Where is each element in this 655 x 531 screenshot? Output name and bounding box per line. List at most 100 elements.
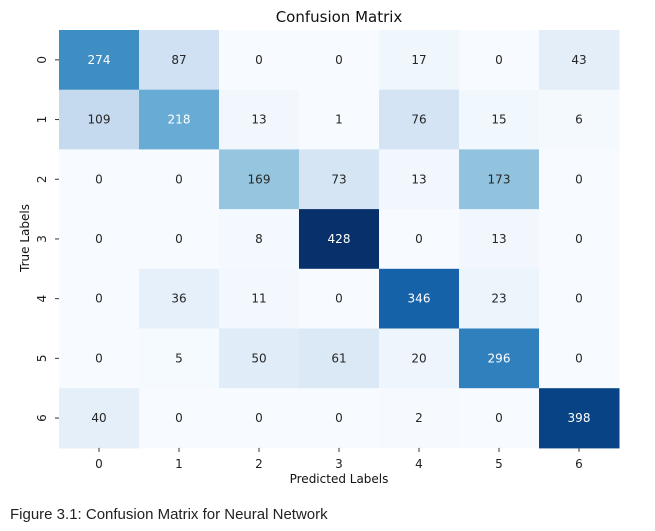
cell-value-label: 0 [335, 292, 343, 306]
heatmap-cell [59, 328, 140, 389]
x-tick-label: 4 [415, 457, 423, 471]
heatmap-cell [539, 89, 620, 150]
x-axis-label: Predicted Labels [290, 472, 389, 486]
x-axis-ticks: 0 1 2 3 4 5 6 [95, 447, 583, 471]
heatmap-cell [59, 268, 140, 329]
cell-value-label: 0 [255, 53, 263, 67]
y-tick-label: 6 [35, 414, 49, 422]
heatmap-cell-labels: 274 87 0 0 17 0 43 109 218 13 1 76 15 6 0 0 169 73 13 173 0 0… [88, 53, 591, 425]
cell-value-label: 87 [171, 53, 186, 67]
cell-value-label: 0 [575, 351, 583, 365]
y-tick-label: 3 [35, 235, 49, 243]
cell-value-label: 13 [491, 232, 506, 246]
heatmap-cell [539, 328, 620, 389]
cell-value-label: 5 [175, 351, 183, 365]
heatmap-cell [299, 268, 380, 329]
x-tick-label: 2 [255, 457, 263, 471]
heatmap-cell [219, 149, 300, 210]
heatmap-cells [59, 30, 620, 449]
heatmap-cell [139, 30, 220, 91]
heatmap-cell [139, 209, 220, 270]
y-tick-label: 4 [35, 295, 49, 303]
cell-value-label: 8 [255, 232, 263, 246]
cell-value-label: 1 [335, 113, 343, 127]
heatmap-cell [539, 209, 620, 270]
heatmap-cell [139, 328, 220, 389]
heatmap-cell [379, 209, 460, 270]
figure-caption: Figure 3.1: Confusion Matrix for Neural … [10, 506, 328, 523]
cell-value-label: 0 [95, 172, 103, 186]
heatmap-cell [299, 328, 380, 389]
cell-value-label: 346 [408, 292, 431, 306]
heatmap-cell [379, 30, 460, 91]
heatmap-cell [379, 388, 460, 449]
heatmap-cell [459, 268, 540, 329]
heatmap-cell [139, 149, 220, 210]
x-tick-label: 0 [95, 457, 103, 471]
cell-value-label: 0 [495, 411, 503, 425]
cell-value-label: 13 [411, 172, 426, 186]
cell-value-label: 61 [331, 351, 346, 365]
heatmap-cell [539, 388, 620, 449]
cell-value-label: 36 [171, 292, 186, 306]
heatmap-cell [139, 388, 220, 449]
cell-value-label: 274 [88, 53, 111, 67]
heatmap-cell [539, 30, 620, 91]
heatmap-cell [459, 388, 540, 449]
heatmap-cell [59, 209, 140, 270]
heatmap-cell [459, 209, 540, 270]
heatmap-cell [379, 328, 460, 389]
heatmap-cell [299, 149, 380, 210]
heatmap-cell [379, 149, 460, 210]
x-tick-label: 6 [575, 457, 583, 471]
cell-value-label: 73 [331, 172, 346, 186]
y-tick-label: 0 [35, 56, 49, 64]
heatmap-cell [539, 149, 620, 210]
heatmap-cell [299, 388, 380, 449]
heatmap-cell [539, 268, 620, 329]
heatmap-cell [459, 149, 540, 210]
cell-value-label: 218 [168, 113, 191, 127]
cell-value-label: 398 [568, 411, 591, 425]
heatmap-cell [219, 328, 300, 389]
heatmap-cell [59, 388, 140, 449]
cell-value-label: 0 [575, 292, 583, 306]
cell-value-label: 76 [411, 113, 426, 127]
cell-value-label: 0 [175, 172, 183, 186]
cell-value-label: 6 [575, 113, 583, 127]
heatmap-cell [299, 89, 380, 150]
y-axis-ticks: 0 1 2 3 4 5 6 [35, 56, 59, 422]
cell-value-label: 0 [575, 172, 583, 186]
cell-value-label: 0 [335, 53, 343, 67]
y-axis-label: True Labels [18, 204, 32, 273]
heatmap-cell [379, 268, 460, 329]
cell-value-label: 2 [415, 411, 423, 425]
heatmap-cell [139, 89, 220, 150]
cell-value-label: 109 [88, 113, 111, 127]
heatmap-cell [219, 30, 300, 91]
x-tick-label: 5 [495, 457, 503, 471]
cell-value-label: 0 [95, 292, 103, 306]
heatmap-cell [459, 328, 540, 389]
heatmap-cell [299, 209, 380, 270]
cell-value-label: 50 [251, 351, 266, 365]
cell-value-label: 0 [175, 232, 183, 246]
heatmap-cell [139, 268, 220, 329]
cell-value-label: 13 [251, 113, 266, 127]
heatmap-cell [219, 268, 300, 329]
heatmap-cell [379, 89, 460, 150]
cell-value-label: 0 [575, 232, 583, 246]
x-tick-label: 3 [335, 457, 343, 471]
cell-value-label: 0 [415, 232, 423, 246]
cell-value-label: 169 [248, 172, 271, 186]
chart-title: Confusion Matrix [276, 8, 403, 26]
cell-value-label: 428 [328, 232, 351, 246]
cell-value-label: 0 [95, 232, 103, 246]
heatmap-cell [59, 149, 140, 210]
cell-value-label: 296 [488, 351, 511, 365]
heatmap-cell [59, 89, 140, 150]
cell-value-label: 20 [411, 351, 426, 365]
cell-value-label: 0 [175, 411, 183, 425]
heatmap-cell [219, 89, 300, 150]
